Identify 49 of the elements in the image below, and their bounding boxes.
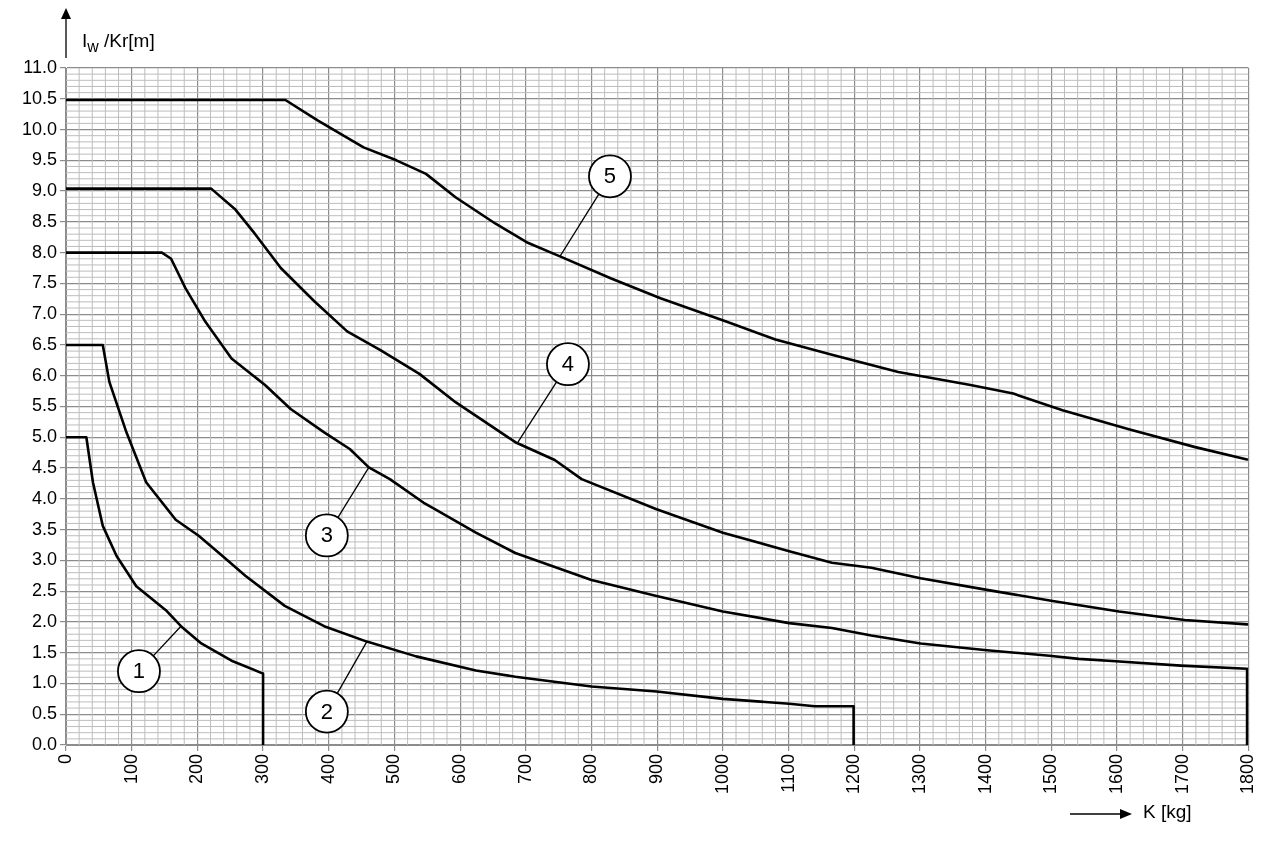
x-tick-label: 1800 <box>1237 754 1258 795</box>
y-tick-label: 6.5 <box>31 333 57 354</box>
x-tick-label: 500 <box>383 754 404 785</box>
annotation: 2 <box>320 698 333 724</box>
annotation: 4 <box>561 351 575 377</box>
x-tick-label: 400 <box>317 754 338 785</box>
annotation: 3 <box>320 522 333 548</box>
x-tick-label: 100 <box>120 754 141 785</box>
x-tick-label: 1400 <box>974 754 995 795</box>
y-tick-label: 2.0 <box>31 610 57 631</box>
x-tick-label: 1300 <box>908 754 929 795</box>
x-tick-label: 1200 <box>843 754 864 795</box>
y-tick-label: 5.5 <box>31 395 57 416</box>
x-tick-label: 1000 <box>711 754 732 795</box>
x-axis-title: K [kg] <box>1143 801 1192 823</box>
y-tick-label: 1.5 <box>31 641 57 662</box>
annotation: 1 <box>132 658 146 684</box>
x-tick-label: 0 <box>54 754 75 765</box>
x-tick-label: 600 <box>449 754 470 785</box>
y-tick-label: 9.5 <box>31 149 57 170</box>
y-tick-label: 0.5 <box>31 703 57 724</box>
y-tick-label: 8.0 <box>31 241 57 262</box>
y-tick-label: 4.0 <box>31 487 57 508</box>
x-tick-label: 1500 <box>1040 754 1061 795</box>
y-tick-label: 4.5 <box>31 457 57 478</box>
y-tick-label: 10.5 <box>21 87 57 108</box>
y-tick-label: 5.0 <box>31 426 57 447</box>
y-tick-label: 0.0 <box>31 733 57 754</box>
x-tick-label: 1700 <box>1171 754 1192 795</box>
y-tick-label: 8.5 <box>31 210 57 231</box>
annotation: 5 <box>603 163 617 189</box>
x-tick-label: 800 <box>580 754 601 785</box>
y-tick-label: 3.5 <box>31 518 57 539</box>
y-tick-label: 3.0 <box>31 549 57 570</box>
x-tick-label: 1600 <box>1105 754 1126 795</box>
y-tick-label: 2.5 <box>31 580 57 601</box>
y-tick-label: 10.0 <box>21 118 57 139</box>
x-tick-label: 900 <box>646 754 667 785</box>
x-tick-label: 300 <box>252 754 273 785</box>
y-axis-title: I$_{w}$ /Kr[m] <box>82 30 155 56</box>
y-tick-label: 1.0 <box>31 672 57 693</box>
x-tick-label: 700 <box>514 754 535 785</box>
x-tick-label: 200 <box>186 754 207 785</box>
x-tick-label: 1100 <box>777 754 798 793</box>
y-tick-label: 7.0 <box>31 303 57 324</box>
y-tick-label: 6.0 <box>31 364 57 385</box>
y-tick-label: 7.5 <box>31 272 57 293</box>
y-tick-label: 11.0 <box>23 56 57 77</box>
y-tick-label: 9.0 <box>31 180 57 201</box>
